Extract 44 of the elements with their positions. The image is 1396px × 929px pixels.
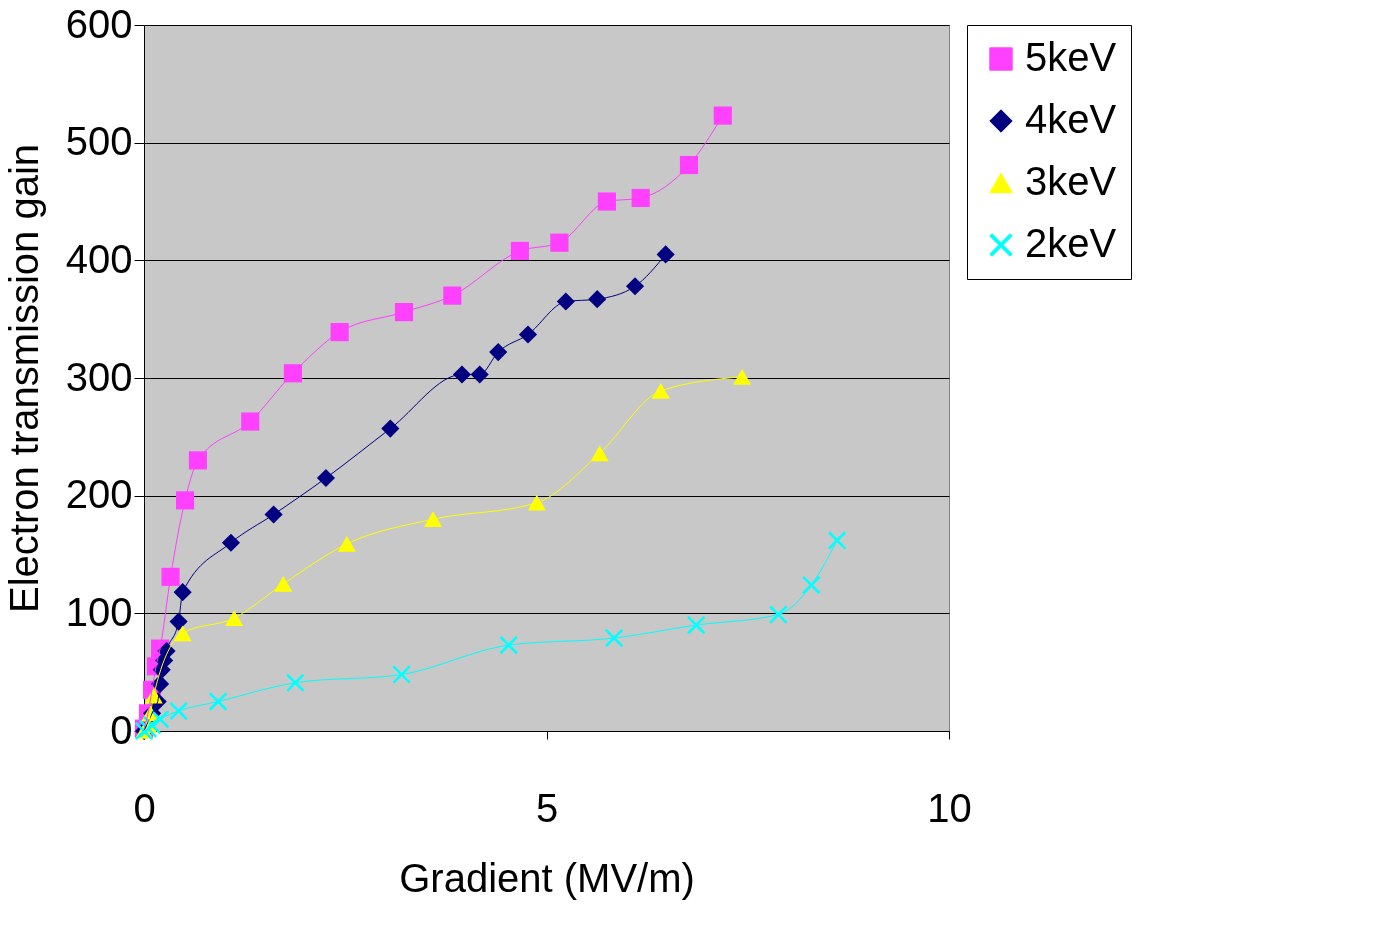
point: [651, 383, 670, 399]
y-tick-label: 100: [65, 589, 133, 634]
x-tick-label: 10: [927, 785, 972, 830]
point: [550, 233, 569, 252]
point: [169, 701, 188, 721]
point: [394, 303, 414, 322]
y-tick-label: 300: [65, 354, 133, 399]
point: [631, 188, 650, 208]
y-axis-title: Electron transmission gain: [1, 143, 46, 614]
point: [241, 412, 260, 431]
x-tick-label: 5: [535, 785, 559, 830]
legend-label: 4keV: [1025, 97, 1117, 141]
point: [443, 286, 462, 305]
point: [316, 468, 336, 488]
point: [656, 245, 675, 264]
point: [225, 610, 244, 626]
point: [733, 368, 752, 385]
legend-label: 3keV: [1025, 159, 1117, 203]
point: [499, 636, 518, 655]
point: [687, 616, 706, 635]
x-axis-title: Gradient (MV/m): [399, 855, 695, 900]
point: [423, 511, 443, 528]
point: [161, 567, 180, 586]
point: [274, 576, 293, 592]
point: [337, 536, 356, 552]
point: [713, 106, 732, 125]
point: [510, 241, 530, 260]
y-tick-label: 500: [65, 119, 133, 164]
y-tick-label: 400: [65, 236, 133, 281]
y-tick-label: 200: [65, 472, 133, 517]
legend-label: 5keV: [1025, 35, 1117, 79]
point: [169, 612, 188, 631]
point: [175, 491, 195, 510]
point: [828, 531, 847, 550]
point: [588, 290, 607, 309]
point: [597, 192, 616, 211]
point: [208, 692, 228, 711]
point: [188, 451, 208, 470]
point: [381, 419, 400, 438]
point: [286, 673, 305, 692]
point: [527, 494, 546, 511]
y-tick-label: 600: [65, 1, 133, 46]
legend-label: 2keV: [1025, 221, 1117, 265]
y-tick-label: 0: [110, 707, 133, 752]
